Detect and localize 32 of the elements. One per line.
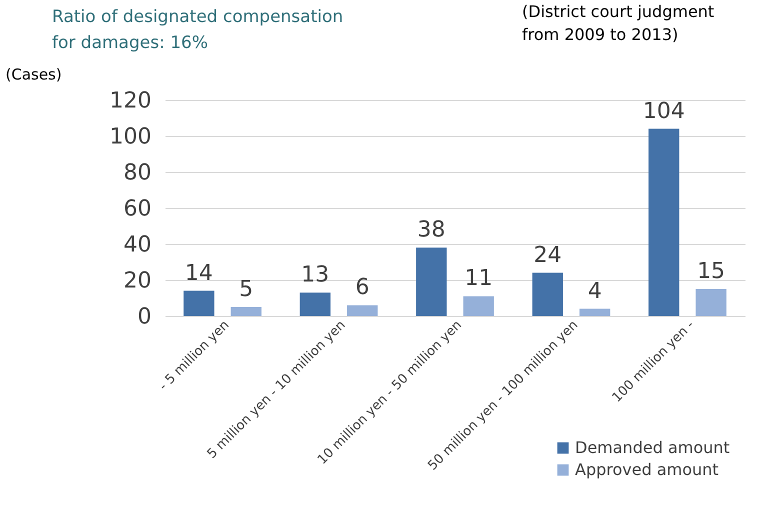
bar [347, 305, 378, 316]
data-label: 104 [642, 98, 685, 124]
data-label: 6 [355, 275, 370, 300]
bar [300, 292, 331, 316]
data-label: 5 [239, 277, 254, 302]
text: (District court judgment from 2009 to 2013) [522, 1, 714, 46]
data-label: 38 [417, 218, 446, 243]
data-label: 14 [184, 260, 213, 286]
data-label: 13 [301, 262, 330, 288]
y-tick-label: 60 [124, 196, 152, 222]
data-label: 4 [588, 278, 602, 304]
bar [463, 296, 494, 316]
bar [230, 307, 262, 316]
y-tick-label: 0 [138, 304, 152, 330]
legend-label: Demanded amount [575, 438, 730, 457]
y-axis-title: (Cases) [6, 66, 62, 84]
y-tick-label: 80 [124, 160, 152, 186]
bar [579, 308, 610, 316]
y-tick-label: 40 [124, 232, 152, 258]
bar [184, 290, 214, 316]
bar [648, 128, 680, 316]
y-tick-label: 120 [110, 88, 152, 114]
chart-title: Ratio of designated compensation for damages: 16% [52, 7, 344, 53]
bar [532, 272, 563, 316]
data-label: 15 [697, 259, 726, 284]
bar [416, 248, 447, 316]
bar [696, 289, 726, 316]
y-tick-label: 20 [124, 268, 152, 294]
data-label: 11 [464, 266, 493, 292]
y-tick-label: 100 [110, 124, 152, 150]
legend-label: Approved amount [575, 460, 719, 479]
data-label: 24 [534, 242, 562, 268]
